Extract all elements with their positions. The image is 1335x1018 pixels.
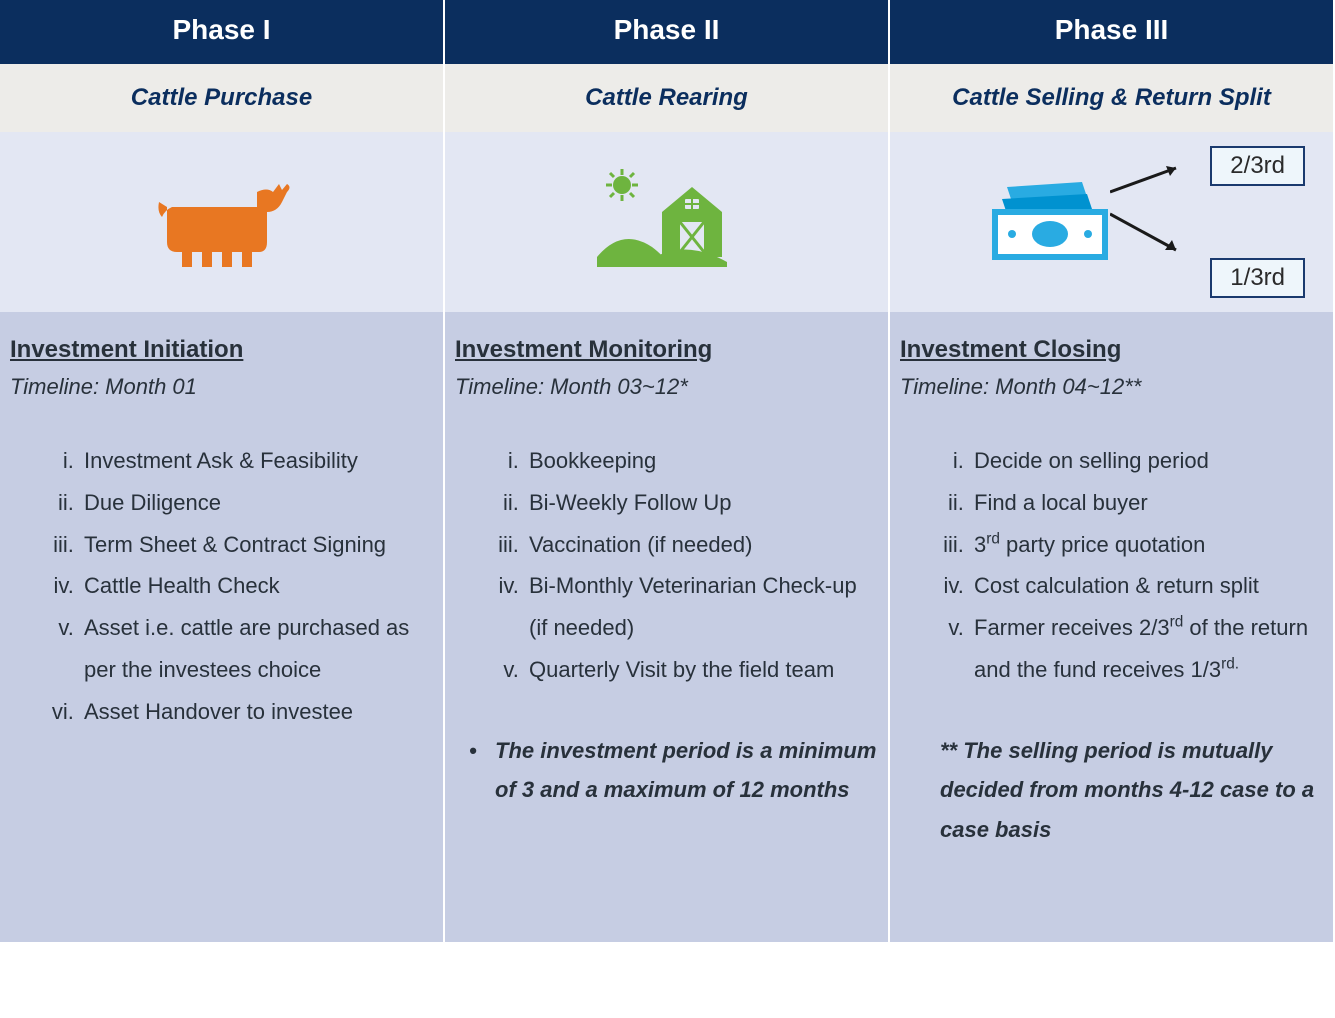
phase-header: Phase I <box>0 0 445 64</box>
list-item: Asset Handover to investee <box>80 691 433 733</box>
list-item: Find a local buyer <box>970 482 1323 524</box>
phase-icon-cell <box>0 132 445 312</box>
list-item: Asset i.e. cattle are purchased as per t… <box>80 607 433 691</box>
list-item: Due Diligence <box>80 482 433 524</box>
list-item: Investment Ask & Feasibility <box>80 440 433 482</box>
phase-body: Investment Initiation Timeline: Month 01… <box>0 312 445 942</box>
list-item: Quarterly Visit by the field team <box>525 649 878 691</box>
timeline-text: Timeline: Month 01 <box>10 374 433 400</box>
footnote: The investment period is a minimum of 3 … <box>455 731 878 810</box>
list-item: Cattle Health Check <box>80 565 433 607</box>
section-title: Investment Closing <box>900 336 1323 364</box>
phase-icon-cell: 2/3rd 1/3rd <box>890 132 1335 312</box>
farm-icon <box>592 167 742 277</box>
cow-icon <box>147 172 297 272</box>
list-item: Term Sheet & Contract Signing <box>80 524 433 566</box>
list-item: Decide on selling period <box>970 440 1323 482</box>
split-arrow-bottom-icon <box>1110 210 1190 260</box>
item-list: Bookkeeping Bi-Weekly Follow Up Vaccinat… <box>455 440 878 691</box>
phase-header: Phase II <box>445 0 890 64</box>
phase-icon-cell <box>445 132 890 312</box>
phase-subtitle: Cattle Purchase <box>0 64 445 132</box>
money-icon <box>987 177 1117 267</box>
item-list: Investment Ask & Feasibility Due Diligen… <box>10 440 433 733</box>
footnote: ** The selling period is mutually decide… <box>900 731 1323 850</box>
timeline-text: Timeline: Month 04~12** <box>900 374 1323 400</box>
item-list: Decide on selling period Find a local bu… <box>900 440 1323 691</box>
list-item: Bi-Monthly Veterinarian Check-up (if nee… <box>525 565 878 649</box>
phase-body: Investment Monitoring Timeline: Month 03… <box>445 312 890 942</box>
split-arrow-top-icon <box>1110 160 1190 200</box>
split-ratio-top: 2/3rd <box>1210 146 1305 186</box>
phase-grid: Phase I Phase II Phase III Cattle Purcha… <box>0 0 1335 942</box>
phase-body: Investment Closing Timeline: Month 04~12… <box>890 312 1335 942</box>
list-item: 3rd party price quotation <box>970 524 1323 566</box>
split-ratio-bottom: 1/3rd <box>1210 258 1305 298</box>
list-item: Cost calculation & return split <box>970 565 1323 607</box>
phase-subtitle: Cattle Rearing <box>445 64 890 132</box>
list-item: Farmer receives 2/3rd of the return and … <box>970 607 1323 691</box>
phase-subtitle: Cattle Selling & Return Split <box>890 64 1335 132</box>
section-title: Investment Monitoring <box>455 336 878 364</box>
timeline-text: Timeline: Month 03~12* <box>455 374 878 400</box>
section-title: Investment Initiation <box>10 336 433 364</box>
list-item: Bookkeeping <box>525 440 878 482</box>
list-item: Vaccination (if needed) <box>525 524 878 566</box>
list-item: Bi-Weekly Follow Up <box>525 482 878 524</box>
phase-header: Phase III <box>890 0 1335 64</box>
